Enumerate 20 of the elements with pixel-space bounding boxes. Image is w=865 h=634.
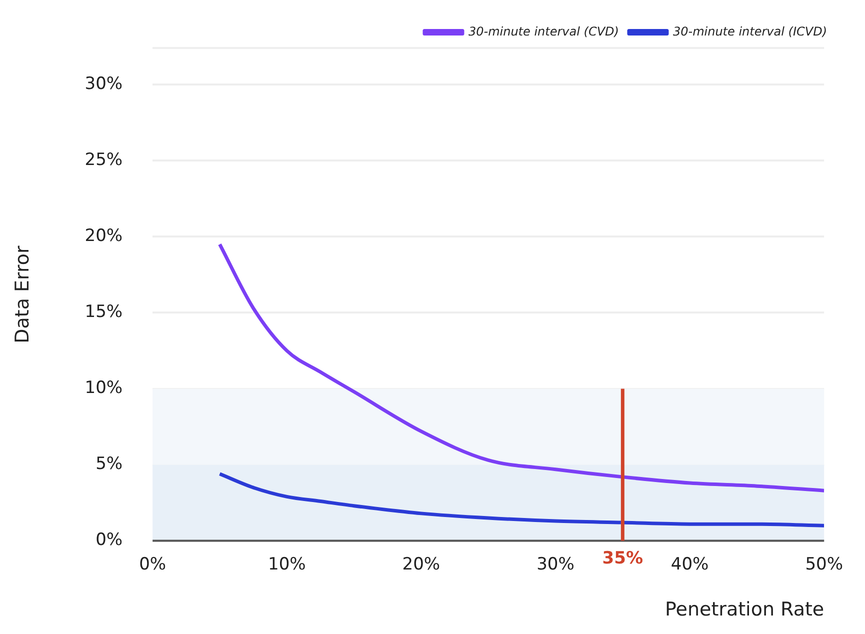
y-tick-label: 15%: [84, 302, 123, 322]
y-tick-label: 0%: [96, 530, 123, 550]
legend-label: 30-minute interval (ICVD): [672, 24, 827, 38]
x-tick-label: 40%: [670, 554, 709, 574]
x-tick-label: 20%: [402, 554, 440, 574]
x-tick-label: 0%: [139, 554, 166, 574]
x-tick-label: 10%: [268, 554, 306, 574]
y-tick-label: 5%: [96, 454, 123, 474]
x-axis-title: Penetration Rate: [665, 598, 824, 621]
line-series: [218, 242, 824, 492]
legend-label: 30-minute interval (CVD): [468, 24, 619, 38]
y-tick-label: 10%: [84, 378, 123, 398]
y-tick-label: 25%: [84, 150, 123, 170]
x-tick-label: 50%: [805, 554, 844, 574]
y-tick-label: 30%: [84, 74, 123, 94]
x-tick-label: 30%: [536, 554, 574, 574]
line-series: [218, 472, 824, 528]
y-tick-label: 20%: [84, 226, 123, 246]
y-axis-title: Data Error: [11, 245, 34, 344]
ref-line-label: 35%: [602, 548, 643, 569]
